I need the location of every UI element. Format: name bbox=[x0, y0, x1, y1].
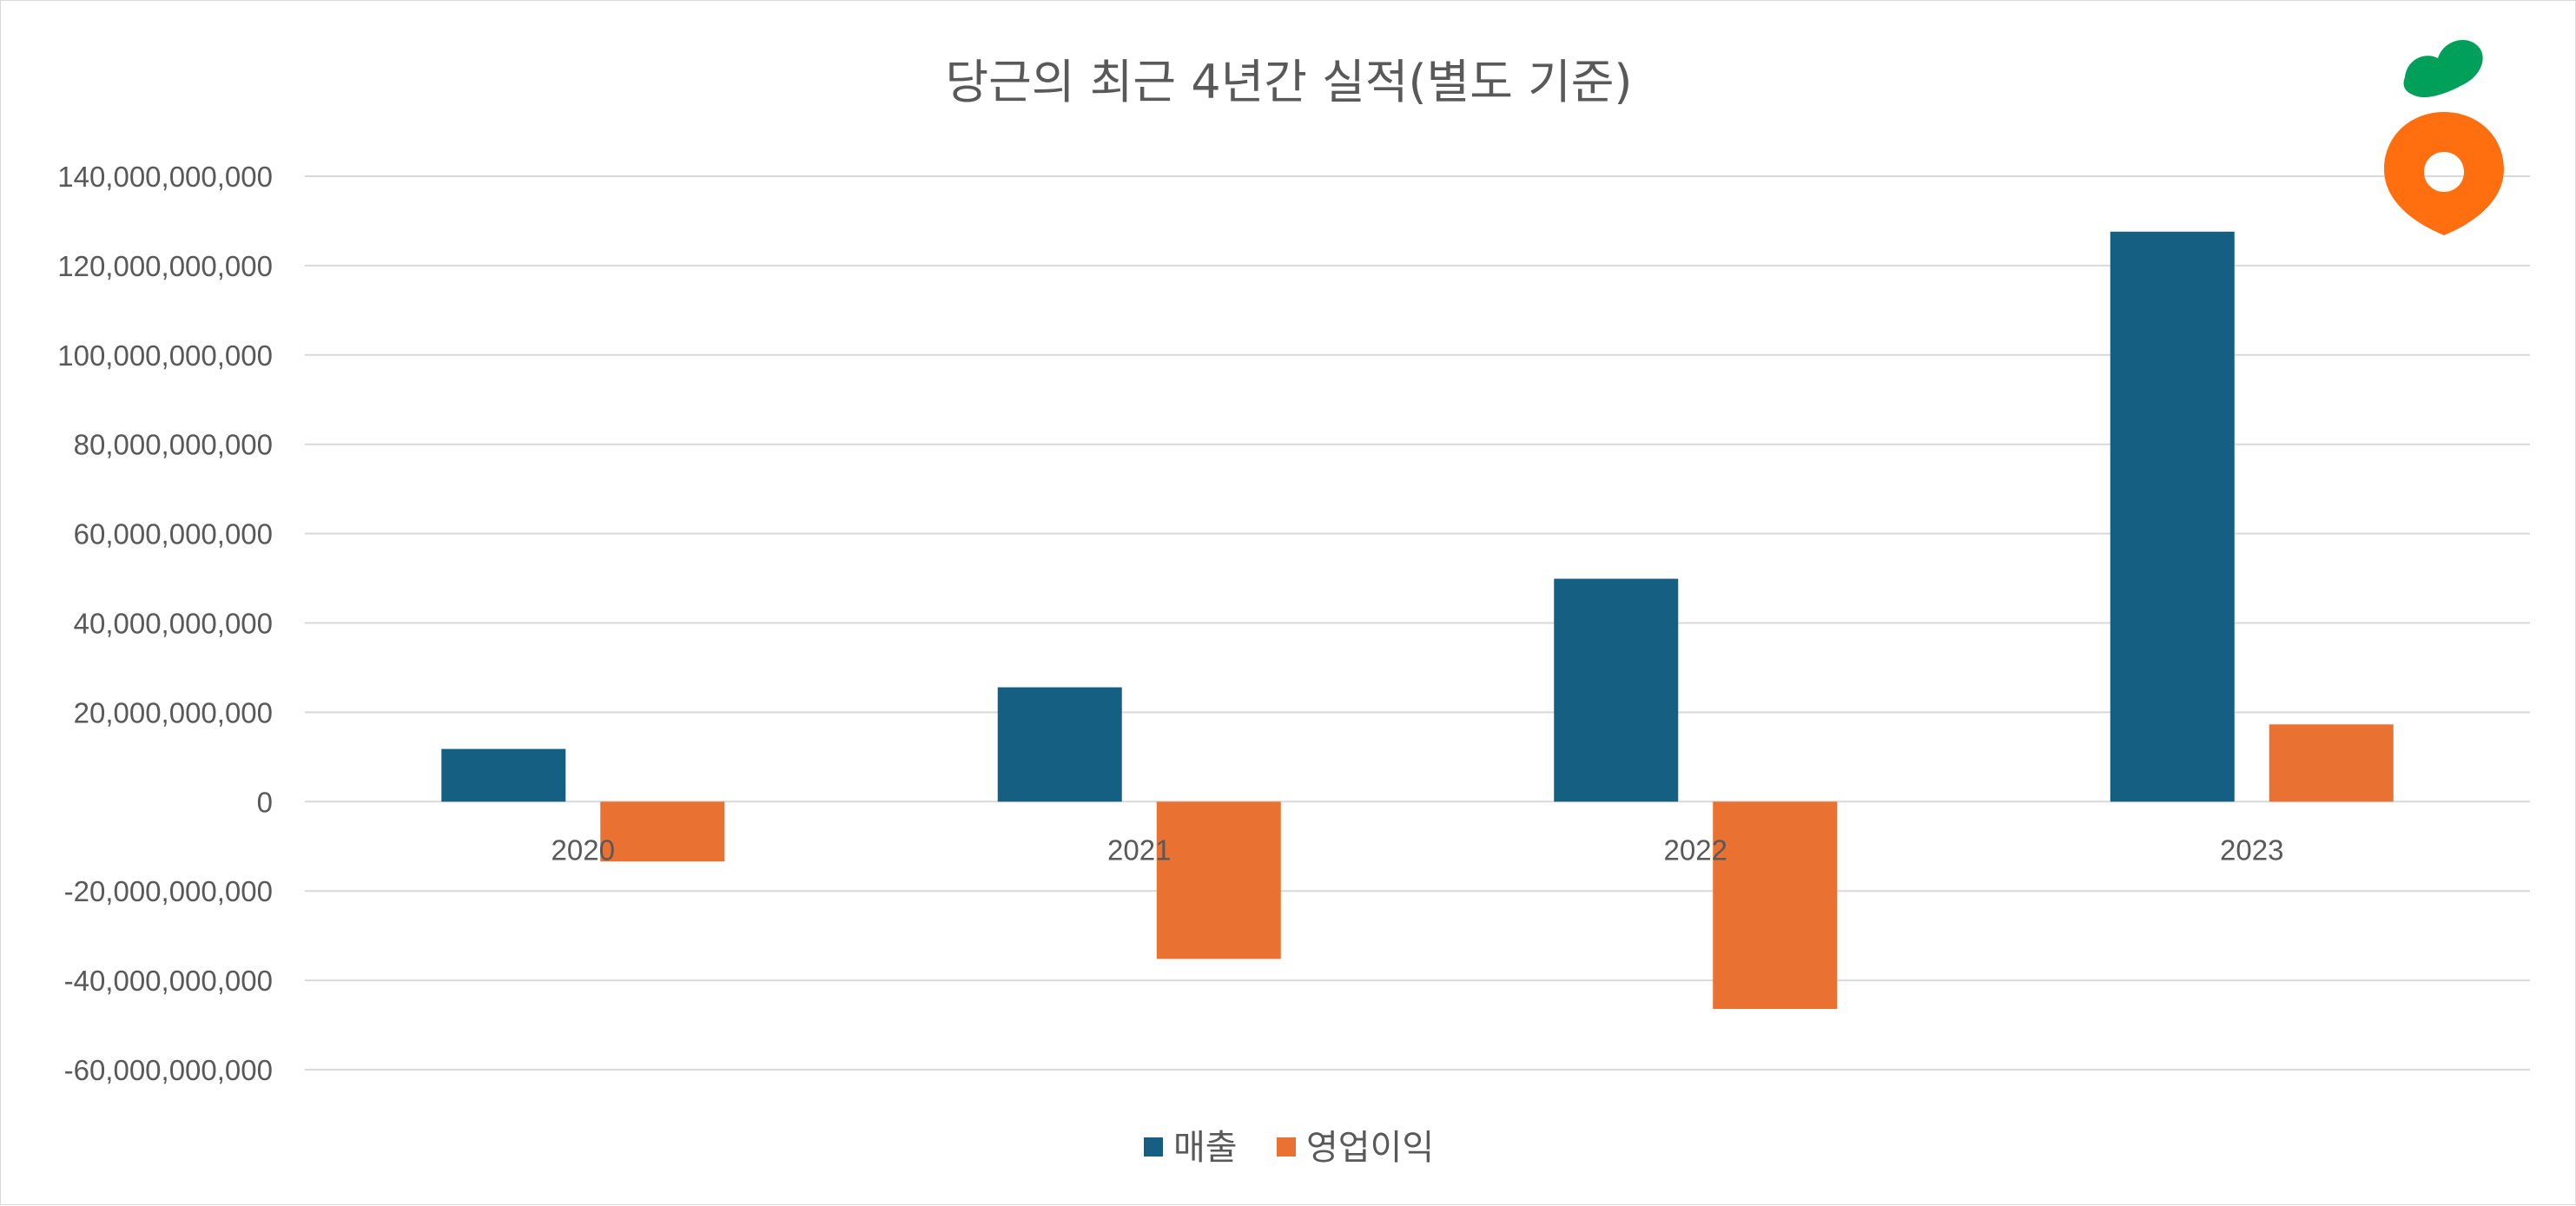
bars bbox=[441, 231, 2394, 1010]
x-axis-tick-labels: 2020 2021 2022 2023 bbox=[552, 834, 2284, 866]
legend: 매출 영업이익 bbox=[1144, 1128, 1434, 1168]
y-tick-label: 0 bbox=[257, 786, 273, 818]
bar-revenue-2021 bbox=[997, 687, 1122, 802]
bar-revenue-2020 bbox=[441, 748, 566, 802]
y-tick-label: 40,000,000,000 bbox=[74, 608, 273, 640]
x-tick-label: 2021 bbox=[1107, 834, 1171, 866]
y-tick-label: 60,000,000,000 bbox=[74, 518, 273, 550]
legend-swatch bbox=[1277, 1137, 1296, 1157]
legend-label: 영업이익 bbox=[1306, 1128, 1434, 1168]
y-tick-label: 20,000,000,000 bbox=[74, 696, 273, 728]
y-tick-label: 120,000,000,000 bbox=[57, 250, 273, 282]
bar-operating-profit-2021 bbox=[1156, 801, 1281, 959]
x-tick-label: 2023 bbox=[2220, 834, 2283, 866]
gridlines bbox=[305, 175, 2530, 1071]
bar-operating-profit-2023 bbox=[2269, 724, 2394, 802]
bar-revenue-2023 bbox=[2110, 231, 2235, 802]
y-tick-label: -20,000,000,000 bbox=[64, 875, 273, 907]
x-tick-label: 2020 bbox=[552, 834, 615, 866]
legend-swatch bbox=[1144, 1137, 1163, 1157]
carrot-leaf-icon bbox=[2403, 39, 2483, 98]
chart-title: 당근의 최근 4년간 실적(별도 기준) bbox=[946, 55, 1633, 109]
y-tick-label: -40,000,000,000 bbox=[64, 965, 273, 997]
y-tick-label: 140,000,000,000 bbox=[57, 161, 273, 193]
y-tick-label: -60,000,000,000 bbox=[64, 1054, 273, 1086]
carrot-logo-icon bbox=[2384, 39, 2504, 235]
y-tick-label: 80,000,000,000 bbox=[74, 429, 273, 461]
y-tick-label: 100,000,000,000 bbox=[57, 339, 273, 372]
carrot-body-icon bbox=[2384, 112, 2504, 235]
y-axis-tick-labels: 140,000,000,000 120,000,000,000 100,000,00… bbox=[57, 161, 273, 1086]
bar-operating-profit-2022 bbox=[1713, 801, 1838, 1010]
bar-operating-profit-2020 bbox=[600, 801, 725, 862]
legend-label: 매출 bbox=[1173, 1128, 1238, 1168]
bar-revenue-2022 bbox=[1554, 578, 1679, 802]
x-tick-label: 2022 bbox=[1664, 834, 1727, 866]
